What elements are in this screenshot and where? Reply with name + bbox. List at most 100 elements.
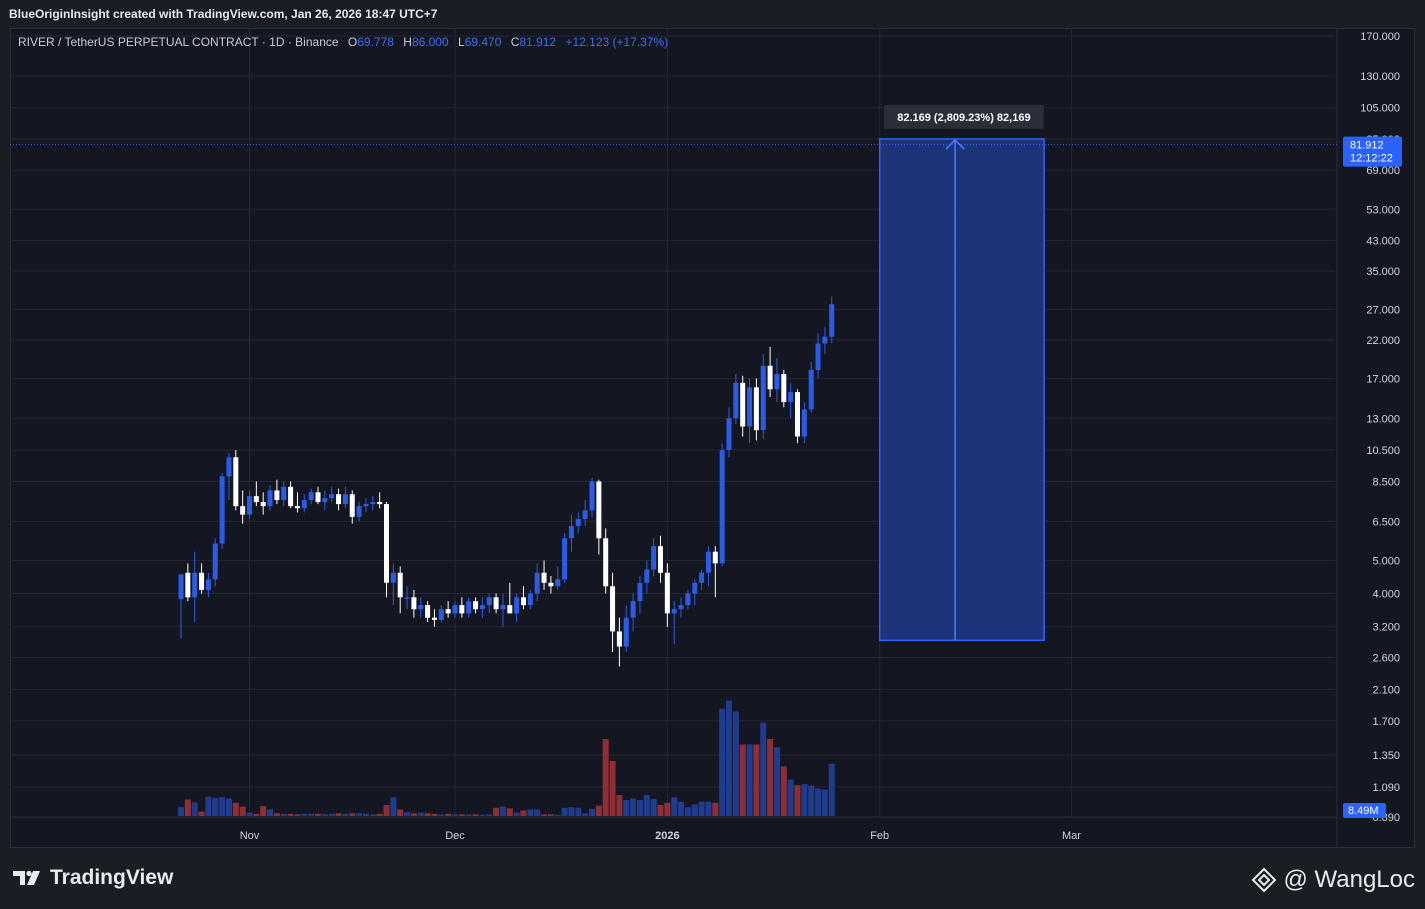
candle-body[interactable]: [548, 582, 554, 587]
candle-body[interactable]: [671, 609, 677, 614]
candle-body[interactable]: [301, 500, 307, 509]
candle-body[interactable]: [815, 343, 821, 370]
candle-body[interactable]: [493, 597, 499, 610]
candle-body[interactable]: [534, 572, 540, 594]
candle-body[interactable]: [308, 492, 314, 501]
candle-body[interactable]: [658, 546, 663, 573]
candle-body[interactable]: [603, 538, 609, 587]
candle-body[interactable]: [527, 593, 533, 606]
candle-body[interactable]: [384, 504, 389, 583]
candle-body[interactable]: [801, 409, 807, 437]
candle-body[interactable]: [664, 572, 670, 614]
candle-body[interactable]: [178, 574, 184, 600]
candle-body[interactable]: [431, 617, 437, 620]
candle-body[interactable]: [692, 582, 698, 594]
candle-body[interactable]: [651, 546, 657, 570]
candle-body[interactable]: [377, 502, 383, 505]
candle-body[interactable]: [473, 601, 479, 610]
candle-body[interactable]: [479, 605, 485, 610]
candle-body[interactable]: [233, 457, 239, 507]
candle-body[interactable]: [541, 572, 547, 583]
candle-body[interactable]: [829, 304, 835, 337]
candle-body[interactable]: [781, 374, 787, 403]
candle-body[interactable]: [329, 494, 335, 499]
candle-body[interactable]: [185, 572, 191, 598]
candle-body[interactable]: [822, 336, 828, 344]
candle-body[interactable]: [733, 382, 739, 419]
candle-body[interactable]: [610, 586, 616, 632]
candle-body[interactable]: [582, 510, 588, 520]
candle-body[interactable]: [726, 418, 732, 451]
symbol-title[interactable]: RIVER / TetherUS PERPETUAL CONTRACT · 1D…: [18, 35, 339, 49]
candle-body[interactable]: [466, 601, 472, 614]
candle-body[interactable]: [514, 597, 520, 614]
candle-body[interactable]: [390, 572, 396, 583]
candle-body[interactable]: [342, 494, 348, 505]
candle-body[interactable]: [699, 572, 705, 583]
candle-body[interactable]: [438, 609, 444, 620]
candle-body[interactable]: [562, 538, 568, 580]
candle-body[interactable]: [205, 579, 211, 590]
candle-body[interactable]: [253, 496, 259, 503]
candle-body[interactable]: [774, 374, 780, 390]
candle-body[interactable]: [411, 597, 417, 610]
candle-body[interactable]: [404, 597, 410, 599]
candle-body[interactable]: [418, 605, 424, 610]
candle-body[interactable]: [808, 369, 814, 410]
candle-body[interactable]: [788, 392, 794, 403]
candle-body[interactable]: [288, 486, 294, 507]
candle-body[interactable]: [459, 605, 465, 614]
candle-body[interactable]: [349, 494, 355, 517]
candle-body[interactable]: [445, 609, 451, 614]
candle-body[interactable]: [322, 498, 328, 503]
candle-body[interactable]: [753, 387, 759, 431]
tradingview-brand[interactable]: TradingView: [12, 866, 173, 890]
candle-body[interactable]: [199, 572, 205, 590]
candle-body[interactable]: [226, 457, 232, 477]
candle-body[interactable]: [212, 543, 218, 580]
candle-body[interactable]: [267, 490, 273, 507]
candle-body[interactable]: [712, 551, 718, 564]
candle-body[interactable]: [589, 481, 595, 511]
candle-body[interactable]: [575, 519, 581, 526]
candle-body[interactable]: [370, 502, 376, 505]
candle-body[interactable]: [795, 392, 800, 437]
candle-body[interactable]: [260, 502, 266, 507]
candle-body[interactable]: [623, 617, 629, 647]
candle-body[interactable]: [644, 569, 650, 583]
candle-body[interactable]: [678, 605, 684, 610]
candle-body[interactable]: [740, 382, 746, 427]
candle-body[interactable]: [719, 450, 725, 564]
candle-body[interactable]: [568, 525, 574, 539]
candle-body[interactable]: [274, 490, 280, 501]
candle-body[interactable]: [685, 593, 691, 606]
candle-body[interactable]: [192, 572, 198, 598]
candle-body[interactable]: [616, 631, 622, 647]
candle-body[interactable]: [452, 605, 458, 614]
price-chart[interactable]: 82.169 (2,809.23%) 82,169 170.000 130.000 1…: [10, 28, 1415, 848]
candle-body[interactable]: [363, 504, 369, 507]
candle-body[interactable]: [555, 579, 561, 587]
candle-body[interactable]: [247, 496, 252, 515]
candle-body[interactable]: [507, 605, 513, 614]
candle-body[interactable]: [425, 605, 431, 618]
candle-body[interactable]: [760, 365, 766, 431]
candle-body[interactable]: [596, 481, 602, 539]
candle-body[interactable]: [521, 597, 526, 606]
price-range-box[interactable]: [878, 138, 1045, 642]
candle-body[interactable]: [747, 387, 753, 427]
candle-body[interactable]: [637, 582, 643, 602]
candle-body[interactable]: [356, 506, 362, 517]
candle-body[interactable]: [630, 601, 636, 618]
candle-body[interactable]: [281, 486, 287, 501]
candle-body[interactable]: [294, 506, 300, 509]
candle-body[interactable]: [500, 605, 506, 610]
candle-body[interactable]: [219, 476, 225, 544]
candle-body[interactable]: [486, 597, 492, 606]
candle-body[interactable]: [315, 492, 321, 503]
candle-body[interactable]: [397, 572, 403, 598]
candle-body[interactable]: [240, 506, 246, 515]
candle-body[interactable]: [705, 551, 711, 573]
candle-body[interactable]: [767, 365, 773, 390]
candle-body[interactable]: [336, 494, 342, 505]
